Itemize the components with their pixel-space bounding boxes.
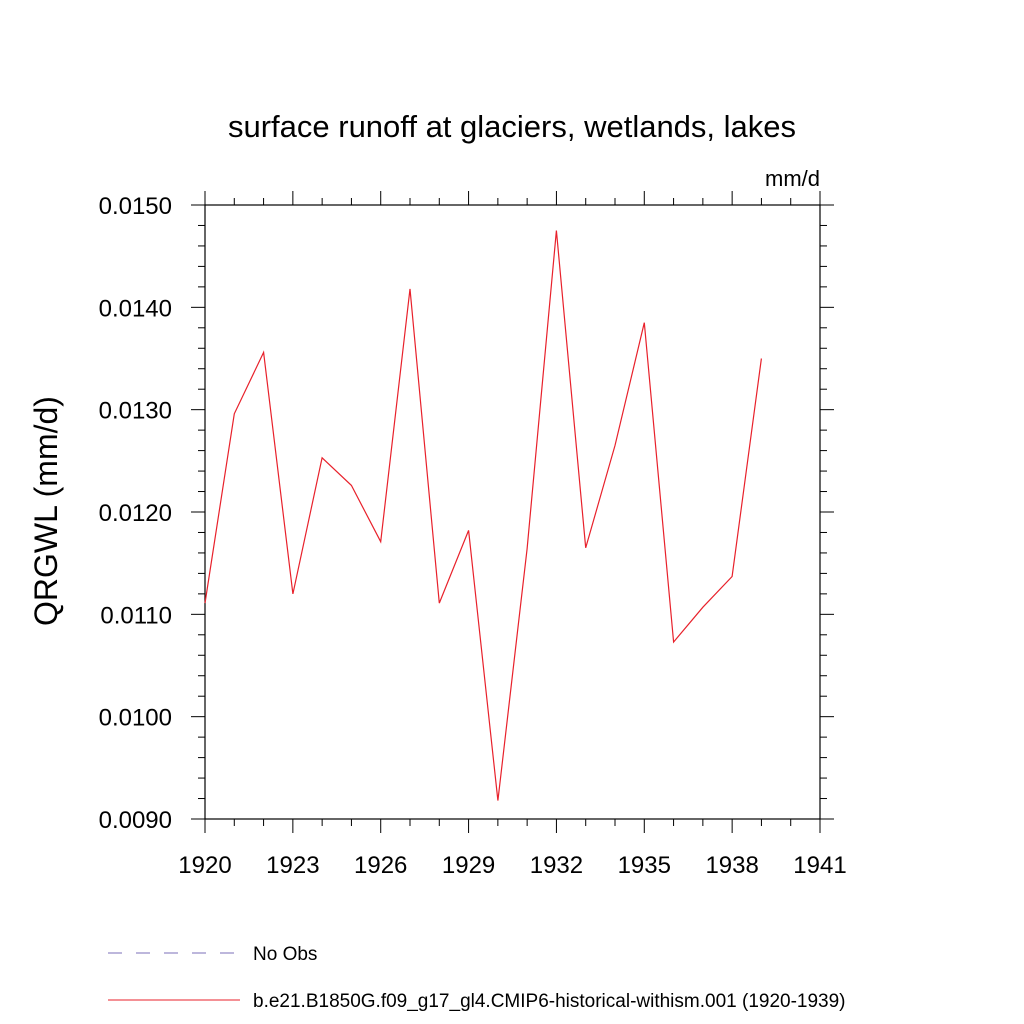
series-layer (204, 230, 762, 801)
x-tick-label: 1932 (530, 852, 583, 879)
y-tick-label: 0.0150 (99, 193, 172, 220)
axes: 1920 1923 1926 1929 1932 1935 1938 1941 0.0090 0.… (99, 191, 847, 879)
y-tick-label: 0.0090 (99, 807, 172, 834)
plot-frame (204, 204, 821, 820)
x-tick-label: 1923 (266, 852, 319, 879)
units-label: mm/d (765, 166, 820, 191)
legend-label: b.e21.B1850G.f09_g17_gl4.CMIP6-historica… (253, 991, 846, 1012)
series-line (204, 230, 762, 801)
y-tick-label: 0.0110 (100, 602, 172, 629)
x-tick-label: 1926 (354, 852, 407, 879)
x-tick-label: 1929 (442, 852, 495, 879)
x-tick-label: 1938 (705, 852, 758, 879)
legend-label: No Obs (253, 944, 317, 965)
y-tick-label: 0.0140 (99, 295, 172, 322)
y-tick-label: 0.0120 (99, 500, 172, 527)
x-tick-label: 1920 (178, 852, 231, 879)
y-tick-label: 0.0130 (99, 398, 172, 425)
legend: No Obs b.e21.B1850G.f09_g17_gl4.CMIP6-his… (108, 944, 846, 1012)
x-tick-label: 1935 (618, 852, 671, 879)
chart-title: surface runoff at glaciers, wetlands, la… (228, 109, 796, 144)
y-tick-label: 0.0100 (99, 705, 172, 732)
y-axis-label: QRGWL (mm/d) (28, 396, 64, 626)
x-tick-label: 1941 (793, 852, 846, 879)
